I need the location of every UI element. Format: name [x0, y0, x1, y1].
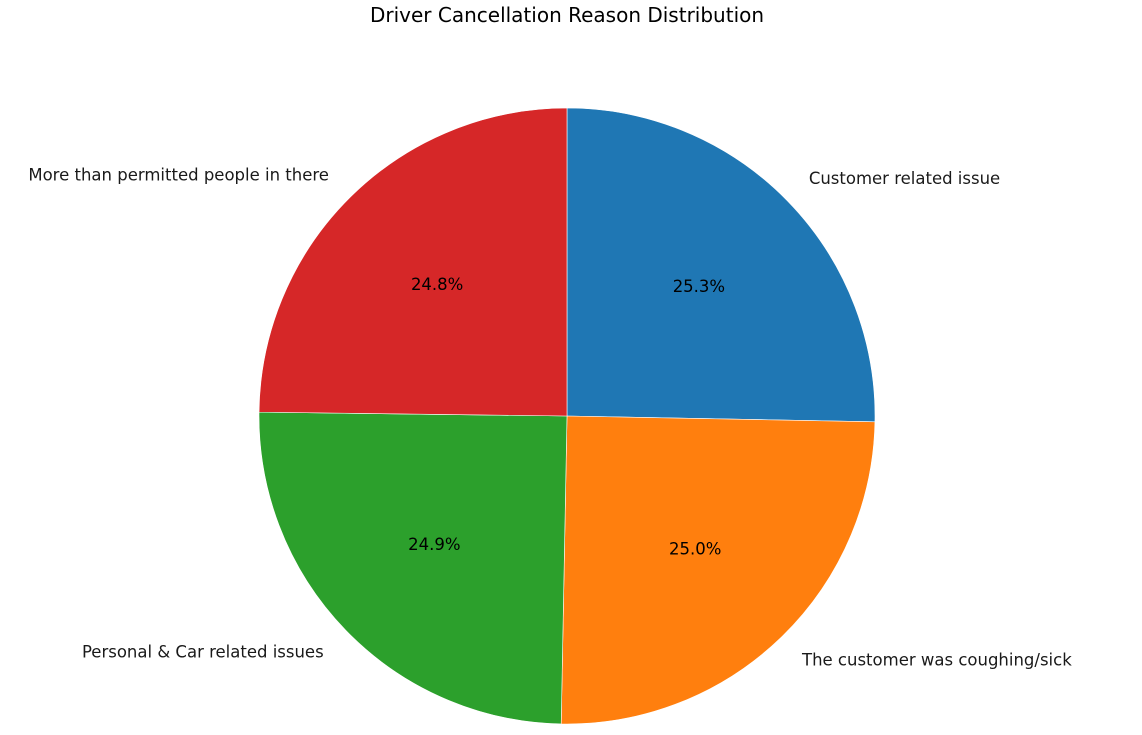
pie-slice — [566, 107, 876, 423]
slice-percentage-label: 24.9% — [408, 535, 460, 554]
pie-labels: 25.3% Customer related issue 25.0% The cust… — [28, 165, 1072, 669]
pie-slice — [258, 107, 568, 417]
slice-category-label: More than permitted people in there — [28, 165, 329, 184]
slice-percentage-label: 25.0% — [669, 540, 721, 559]
chart-title: Driver Cancellation Reason Distribution — [370, 3, 764, 27]
slice-category-label: Personal & Car related issues — [82, 642, 324, 661]
slice-percentage-label: 24.8% — [411, 275, 463, 294]
slice-category-label: Customer related issue — [809, 169, 1000, 188]
pie-slice — [258, 411, 568, 725]
slice-category-label: The customer was coughing/sick — [801, 651, 1072, 670]
pie-slice — [560, 415, 876, 725]
pie-slices — [258, 107, 876, 725]
slice-percentage-label: 25.3% — [673, 277, 725, 296]
